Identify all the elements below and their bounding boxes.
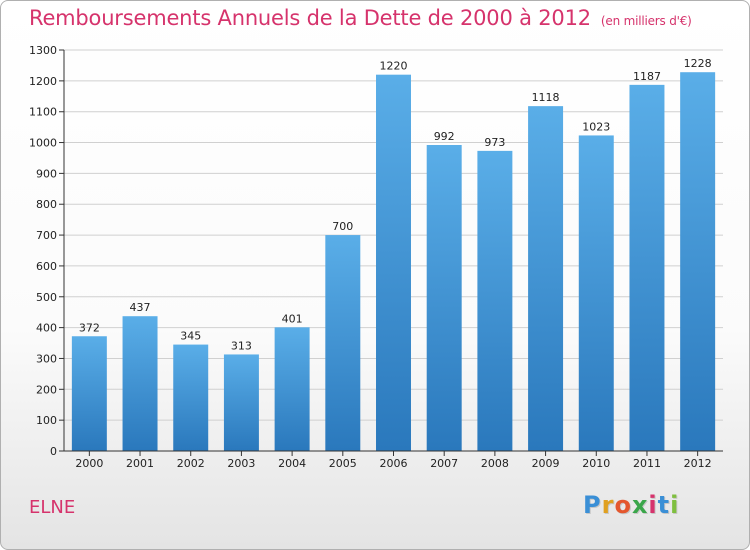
logo-letter: i: [670, 491, 680, 519]
logo-letter: i: [648, 491, 658, 519]
data-label: 1118: [532, 91, 560, 104]
x-tick-label: 2005: [329, 457, 357, 470]
y-tick-label: 500: [36, 291, 57, 304]
bar: [325, 235, 361, 451]
x-tick-label: 2011: [633, 457, 661, 470]
data-label: 1187: [633, 70, 661, 83]
bars: [71, 72, 716, 452]
y-tick-label: 400: [36, 322, 57, 335]
x-tick-label: 2012: [684, 457, 712, 470]
data-label: 437: [130, 301, 151, 314]
data-label: 1023: [582, 120, 610, 133]
y-tick-label: 1100: [29, 106, 57, 119]
axes: 0 100 200 300 400 500 600 700 800 900 1000 1100 1200…: [29, 44, 723, 470]
bar: [274, 327, 310, 451]
y-tick-label: 100: [36, 414, 57, 427]
bar: [71, 336, 107, 451]
x-tick-label: 2010: [582, 457, 610, 470]
data-label: 313: [231, 339, 252, 352]
x-tick-label: 2002: [177, 457, 205, 470]
bar: [376, 74, 411, 451]
chart-title: Remboursements Annuels de la Dette de 20…: [29, 6, 692, 30]
x-tick-label: 2001: [126, 457, 154, 470]
bar: [528, 106, 564, 451]
x-tick-label: 2006: [380, 457, 408, 470]
data-labels: 372 437 345 313 401 700 1220 992 973 1118 1023 1187…: [79, 57, 712, 352]
x-tick-label: 2009: [532, 457, 560, 470]
bar: [223, 354, 259, 451]
data-label: 700: [332, 220, 353, 233]
y-tick-label: 1000: [29, 137, 57, 150]
bar: [680, 72, 716, 451]
logo-letter: x: [631, 491, 649, 519]
logo-letter: r: [601, 491, 615, 519]
y-tick-label: 1300: [29, 44, 57, 57]
logo-letter: o: [614, 491, 632, 519]
bar: [477, 150, 513, 451]
y-tick-label: 300: [36, 352, 57, 365]
bar: [173, 344, 209, 451]
bar: [578, 135, 614, 451]
data-label: 1228: [684, 57, 712, 70]
bar: [629, 84, 665, 452]
data-label: 992: [434, 130, 455, 143]
y-tick-label: 700: [36, 229, 57, 242]
x-tick-label: 2007: [430, 457, 458, 470]
y-tick-label: 600: [36, 260, 57, 273]
y-tick-label: 800: [36, 198, 57, 211]
x-tick-label: 2004: [278, 457, 306, 470]
data-label: 372: [79, 321, 100, 334]
chart-title-text: Remboursements Annuels de la Dette de 20…: [29, 6, 591, 30]
x-tick-label: 2003: [227, 457, 255, 470]
commune-name: ELNE: [29, 497, 76, 518]
proxiti-logo[interactable]: Proxiti: [583, 491, 679, 519]
bar: [122, 316, 158, 451]
y-tick-label: 900: [36, 167, 57, 180]
x-tick-label: 2000: [75, 457, 103, 470]
data-label: 401: [282, 312, 303, 325]
x-tick-label: 2008: [481, 457, 509, 470]
y-tick-label: 0: [50, 445, 57, 458]
chart-unit: (en milliers d'€): [600, 14, 692, 28]
logo-letter: t: [657, 491, 671, 519]
y-tick-label: 1200: [29, 75, 57, 88]
bar: [426, 145, 462, 451]
data-label: 345: [180, 330, 201, 343]
logo-letter: P: [583, 491, 602, 519]
data-label: 1220: [380, 60, 408, 73]
data-label: 973: [484, 136, 505, 149]
y-tick-label: 200: [36, 383, 57, 396]
